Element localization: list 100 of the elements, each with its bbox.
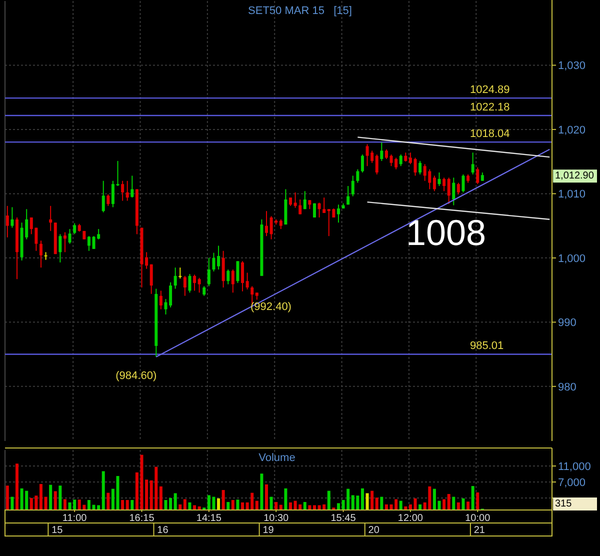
bar (471, 486, 474, 510)
text: 21 (474, 525, 486, 536)
bar (241, 502, 244, 510)
text: 1,012.90 (555, 170, 594, 182)
candlestick (432, 175, 436, 192)
bar (217, 498, 220, 510)
y-tick-label: 1,030 (558, 60, 586, 72)
bar (462, 498, 465, 510)
y-tick-label: 980 (558, 381, 576, 394)
bar (236, 500, 240, 510)
bar (327, 490, 330, 510)
bar (87, 500, 90, 510)
bar (375, 498, 378, 510)
y-tick-label: 11,000 (558, 460, 591, 473)
bar (265, 484, 268, 510)
text: 16 (157, 525, 169, 536)
candlestick (49, 205, 52, 232)
candlestick (217, 245, 220, 270)
candlestick (174, 267, 177, 290)
bar (49, 484, 52, 510)
bar (447, 494, 450, 510)
bar (466, 502, 470, 510)
ref-line-label: 1018.04 (470, 128, 510, 140)
bar (380, 496, 384, 510)
bar (6, 486, 9, 510)
x-tick-label: 10:00 (465, 513, 491, 524)
bar (360, 488, 364, 510)
bar (442, 499, 446, 510)
text: 20 (368, 525, 380, 536)
candlestick (265, 210, 268, 237)
ref-line-label: 1022.18 (470, 101, 510, 114)
chart-title: Volume (258, 452, 296, 464)
candlestick (6, 205, 9, 238)
candlestick (58, 234, 62, 263)
candlestick (44, 252, 48, 260)
candlestick (126, 180, 129, 202)
ref-line-label: 985.01 (470, 340, 504, 352)
bar (308, 505, 312, 510)
bar (188, 502, 192, 510)
candlestick (188, 273, 192, 294)
bar (312, 505, 316, 510)
bar (193, 505, 196, 510)
candlestick (360, 154, 364, 174)
candlestick (212, 252, 216, 272)
x-tick-label: 15:45 (330, 513, 356, 524)
annotation: 1008 (406, 212, 486, 253)
x-tick-label: 10:30 (264, 513, 290, 524)
candlestick (356, 168, 360, 184)
candlestick (169, 282, 172, 308)
candlestick (418, 160, 422, 175)
candlestick (380, 142, 384, 162)
candlestick (246, 272, 249, 290)
y-tick-label: 7,000 (558, 476, 586, 489)
candlestick (10, 206, 14, 228)
bar (102, 471, 105, 510)
candlestick (130, 175, 134, 198)
candlestick (438, 172, 441, 186)
bar (116, 476, 120, 510)
candlestick (346, 185, 350, 206)
bar (44, 496, 48, 510)
text: 19 (262, 525, 274, 536)
candlestick (73, 222, 76, 235)
candlestick (447, 177, 450, 204)
bar (414, 498, 417, 510)
bar (255, 500, 258, 510)
text: 315 (555, 498, 572, 510)
bar (284, 488, 288, 510)
bar (336, 503, 340, 510)
candlestick (222, 250, 225, 288)
bar (174, 493, 177, 510)
candlestick (87, 236, 90, 252)
candlestick (68, 228, 72, 244)
bar (130, 500, 134, 510)
annotation: (992.40) (250, 301, 292, 313)
bar (169, 498, 172, 510)
candlestick (183, 275, 186, 296)
bar (476, 492, 480, 510)
candlestick (150, 264, 153, 294)
candlestick (279, 218, 282, 230)
bar (222, 490, 225, 510)
chart-title: SET50 MAR 15 [15] (248, 5, 352, 17)
candlestick (202, 286, 206, 296)
candlestick (193, 274, 196, 292)
bar (39, 484, 42, 510)
bar (15, 464, 18, 510)
bar (456, 502, 460, 510)
bar (399, 500, 402, 510)
bar (408, 504, 412, 510)
bar (63, 499, 66, 510)
candlestick (476, 166, 480, 185)
bar (54, 491, 57, 510)
candlestick (384, 148, 388, 160)
bar (121, 500, 124, 510)
bar (111, 488, 114, 510)
bar (135, 472, 138, 510)
bar (226, 502, 230, 510)
candlestick (456, 182, 460, 195)
candlestick (351, 175, 354, 197)
bar (303, 502, 306, 510)
candlestick (408, 152, 412, 165)
